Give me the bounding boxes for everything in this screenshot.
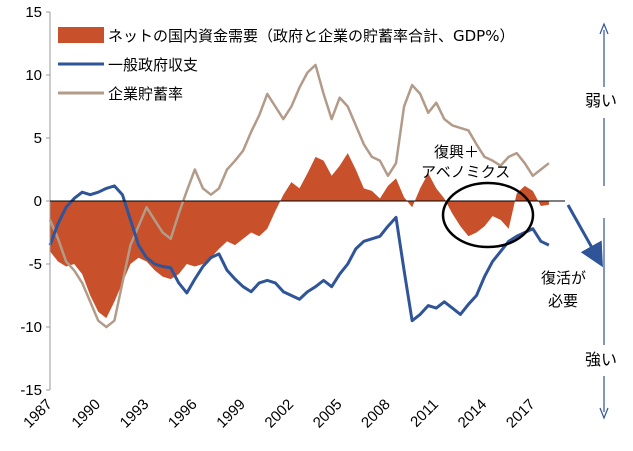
x-tick-label: 1993 (117, 396, 153, 432)
strong-arrow-head (599, 407, 609, 420)
series-area-net-demand (50, 153, 549, 319)
x-tick-label: 2005 (310, 396, 346, 432)
legend-label-area: ネットの国内資金需要（政府と企業の貯蓄率合計、GDP%） (108, 27, 514, 45)
x-tick-label: 2008 (358, 396, 394, 432)
y-tick-label: 10 (25, 67, 42, 84)
x-tick-label: 1999 (213, 396, 249, 432)
legend-label-corporate: 企業貯蓄率 (108, 85, 183, 103)
series-line-government-balance (48, 184, 550, 323)
y-tick-label: 15 (25, 4, 42, 21)
y-axis-ticks: 15 10 5 0 -5 -10 -15 (20, 4, 50, 399)
series-line-corporate-savings (48, 63, 550, 329)
annotation-fukko: 復興＋ (434, 143, 479, 161)
y-tick-label: 0 (34, 193, 42, 210)
x-tick-label: 2014 (455, 396, 491, 432)
annotation-hitsuyo: 必要 (548, 292, 578, 310)
x-tick-label: 1987 (20, 396, 56, 432)
x-tick-label: 2017 (503, 396, 539, 432)
x-axis-ticks: 1987 1990 1993 1996 1999 2002 2005 2008 2011 2014… (20, 396, 538, 432)
legend-swatch-area (58, 27, 104, 43)
y-tick-label: -10 (20, 319, 42, 336)
x-tick-label: 2011 (407, 396, 442, 431)
annotation-fukkatsu: 復活が (541, 269, 586, 287)
x-tick-label: 1990 (68, 396, 104, 432)
y-tick-label: -15 (20, 382, 42, 399)
x-tick-label: 2002 (262, 396, 298, 432)
y-tick-label: -5 (29, 256, 42, 273)
annotation-abenomics: アベノミクス (421, 163, 510, 181)
plot-area (48, 63, 550, 329)
label-weak: 弱い (585, 91, 617, 110)
highlight-ellipse (441, 181, 535, 249)
label-strong: 強い (585, 350, 617, 369)
weak-arrow-head (599, 22, 609, 35)
y-tick-label: 5 (34, 130, 42, 147)
x-tick-label: 1996 (165, 396, 201, 432)
legend: ネットの国内資金需要（政府と企業の貯蓄率合計、GDP%） 一般政府収支 企業貯蓄… (58, 27, 514, 103)
legend-label-government: 一般政府収支 (108, 56, 198, 74)
projection-arrow (566, 204, 603, 268)
